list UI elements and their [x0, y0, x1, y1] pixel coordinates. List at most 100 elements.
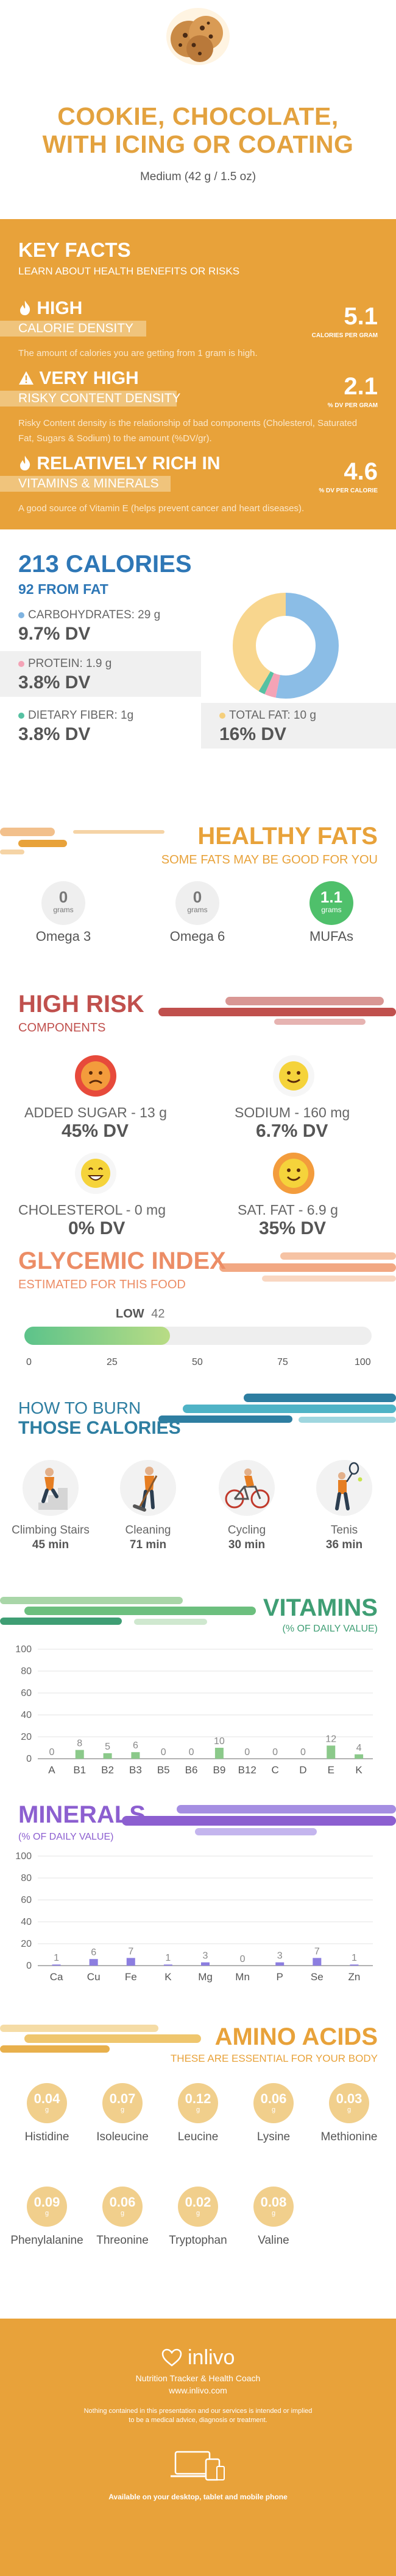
- burn-calories-section: HOW TO BURN THOSE CALORIES Climbing Stai…: [0, 1387, 396, 1588]
- key-facts-subtitle: LEARN ABOUT HEALTH BENEFITS OR RISKS: [18, 265, 240, 277]
- teal-stripes-decoration: [158, 1394, 396, 1423]
- amino-unit: g: [271, 2210, 276, 2217]
- healthy-fats-subtitle: SOME FATS MAY BE GOOD FOR YOU: [161, 853, 378, 867]
- added-sugar-dv: 45% DV: [62, 1121, 129, 1141]
- flame-icon: [20, 456, 30, 470]
- omega-6-circle: 0 grams: [175, 881, 219, 925]
- activity-cleaning: Cleaning 71 min: [102, 1457, 194, 1552]
- saturated-fat-label: SAT. FAT - 6.9 g: [238, 1202, 338, 1218]
- carbohydrates-label: CARBOHYDRATES: 29 g: [28, 609, 161, 621]
- macronutrient-donut-chart: [233, 593, 339, 699]
- brand-logo[interactable]: inlivo: [0, 2319, 396, 2370]
- vitamin-value-label: 0: [189, 1747, 194, 1757]
- spacer: [0, 192, 396, 219]
- key-fact-description: Risky Content density is the relationshi…: [18, 418, 358, 444]
- amino-acids-title: AMINO ACIDS: [214, 2023, 378, 2050]
- heart-logo-icon: [161, 2348, 182, 2367]
- glycemic-tick-50: 50: [192, 1357, 203, 1367]
- total-fat-legend-dot: [219, 713, 225, 719]
- mufas-label: MUFAs: [309, 929, 354, 944]
- mineral-y-tick: 60: [21, 1895, 32, 1905]
- amino-value: 0.06: [109, 2194, 136, 2210]
- hero-section: COOKIE, CHOCOLATE, WITH ICING OR COATING…: [0, 0, 396, 192]
- serving-size: Medium (42 g / 1.5 oz): [140, 170, 256, 183]
- mineral-category-label: P: [277, 1971, 283, 1983]
- vitamin-category-label: B6: [185, 1764, 198, 1776]
- happy-face-icon: [273, 1153, 314, 1194]
- vitamin-y-tick: 0: [26, 1754, 32, 1764]
- key-fact-band: [0, 476, 171, 492]
- amino-value: 0.07: [109, 2091, 136, 2106]
- amino-histidine: 0.04 g Histidine: [7, 2083, 87, 2144]
- amino-circle: 0.09 g: [27, 2187, 67, 2227]
- key-fact-value: 2.1: [344, 373, 378, 400]
- dietary-fiber-legend-dot: [18, 713, 24, 719]
- glycemic-tick-25: 25: [107, 1357, 118, 1367]
- yellow-stripes-decoration: [0, 2025, 201, 2053]
- tennis-icon: [316, 1460, 372, 1516]
- website-link[interactable]: www.inlivo.com: [169, 2386, 227, 2395]
- vitamin-value-label: 6: [133, 1740, 138, 1751]
- amino-circle: 0.02 g: [178, 2187, 218, 2227]
- key-fact-band: [0, 391, 177, 407]
- activity-name: Cleaning: [125, 1524, 171, 1537]
- footer: inlivo Nutrition Tracker & Health Coach …: [0, 2319, 396, 2576]
- activity-minutes: 71 min: [129, 1538, 167, 1551]
- protein-label: PROTEIN: 1.9 g: [28, 657, 112, 670]
- key-facts-title: KEY FACTS: [18, 239, 131, 261]
- minerals-bar-chart: 100 80 60 40 20 0 1 Ca 6 Cu 7 Fe 1 K 3 Mg 0 Mn 3 P 7 Se 1 Zn: [15, 1851, 373, 1983]
- amino-name: Lysine: [256, 2131, 291, 2143]
- climbing-stairs-icon: [23, 1460, 79, 1516]
- vitamin-y-tick: 60: [21, 1688, 32, 1698]
- vitamin-y-tick: 40: [21, 1710, 32, 1720]
- mineral-y-tick: 20: [21, 1939, 32, 1949]
- amino-unit: g: [196, 2106, 200, 2114]
- key-fact-band: [0, 321, 146, 337]
- vitamin-category-label: C: [271, 1764, 278, 1776]
- key-fact-metric: CALORIE DENSITY: [18, 321, 134, 335]
- vitamin-value-label: 8: [77, 1739, 82, 1749]
- mineral-value-label: 7: [314, 1946, 320, 1956]
- mineral-bar-p: [275, 1962, 285, 1966]
- amino-name: Valine: [258, 2234, 289, 2247]
- amino-methionine: 0.03 g Methionine: [309, 2083, 389, 2144]
- glycemic-index-title: GLYCEMIC INDEX: [18, 1248, 226, 1274]
- vitamin-value-label: 0: [272, 1747, 278, 1757]
- omega-3-value: 0: [58, 888, 68, 906]
- glycemic-bar-fill: [24, 1327, 171, 1345]
- mineral-bar-cu: [89, 1959, 98, 1966]
- smile-face-icon: [273, 1055, 314, 1097]
- activity-tennis: Tenis 36 min: [299, 1457, 390, 1552]
- food-title-line-2: WITH ICING OR COATING: [42, 130, 354, 158]
- amino-unit: g: [120, 2210, 125, 2217]
- key-fact-heading: HIGH: [18, 298, 82, 319]
- vitamin-bar-b9: [214, 1748, 224, 1759]
- disclaimer-line-1: Nothing contained in this presentation a…: [83, 2407, 313, 2415]
- disclaimer-line-2: to be a medical advice, diagnosis or tre…: [129, 2417, 267, 2424]
- amino-name: Tryptophan: [169, 2234, 227, 2247]
- amino-name: Histidine: [24, 2131, 69, 2143]
- amino-circle: 0.03 g: [329, 2083, 369, 2123]
- amino-value: 0.09: [34, 2194, 60, 2210]
- glycemic-index-subtitle: ESTIMATED FOR THIS FOOD: [18, 1278, 186, 1291]
- salmon-stripes-decoration: [219, 1252, 396, 1282]
- vitamin-bar-b1: [75, 1750, 84, 1759]
- high-risk-subtitle: COMPONENTS: [18, 1021, 106, 1035]
- key-fact-level: RELATIVELY RICH IN: [37, 453, 221, 473]
- omega-6-label: Omega 6: [169, 929, 225, 944]
- cycling-icon: [219, 1460, 275, 1516]
- amino-acids-section: AMINO ACIDS THESE ARE ESSENTIAL FOR YOUR…: [0, 2017, 396, 2319]
- amino-circle: 0.07 g: [102, 2083, 143, 2123]
- amino-unit: g: [44, 2210, 49, 2217]
- amino-leucine: 0.12 g Leucine: [158, 2083, 238, 2144]
- orange-stripes-decoration: [0, 828, 164, 854]
- amino-name: Threonine: [96, 2234, 149, 2247]
- calories-section: 213 CALORIES 92 FROM FAT CARBOHYDRATES: …: [0, 529, 396, 815]
- activity-name: Cycling: [227, 1524, 266, 1537]
- mineral-bar-mg: [201, 1962, 210, 1966]
- key-fact-metric: VITAMINS & MINERALS: [18, 476, 159, 490]
- saturated-fat-dv: 35% DV: [259, 1218, 327, 1238]
- amino-unit: g: [347, 2106, 352, 2114]
- cholesterol-label: CHOLESTEROL - 0 mg: [18, 1202, 166, 1218]
